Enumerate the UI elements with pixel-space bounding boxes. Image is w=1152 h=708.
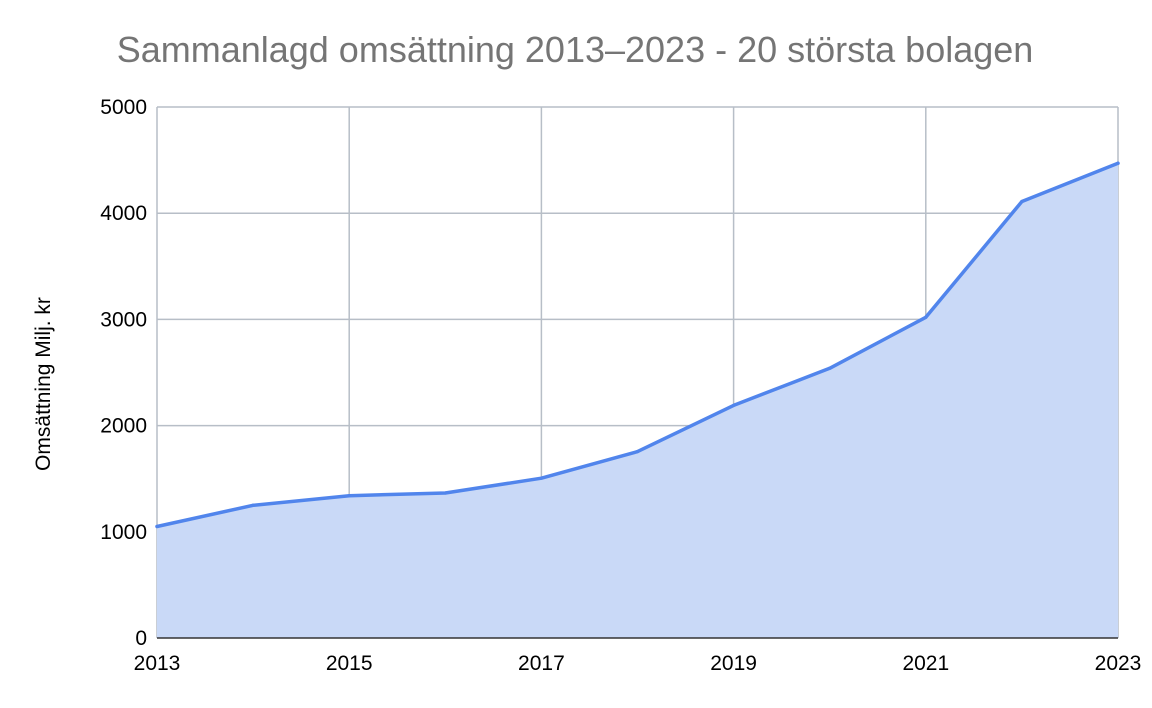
x-tick-label: 2017: [518, 652, 565, 675]
data-point: [347, 494, 351, 498]
x-axis-ticks: 2013 2015 2017 2019 2021 2023: [134, 652, 1142, 675]
data-point: [732, 403, 736, 408]
x-tick-label: 2019: [710, 652, 757, 675]
x-tick-label: 2023: [1095, 652, 1142, 675]
line-layer: [155, 161, 1120, 639]
data-point: [828, 366, 832, 370]
x-tick-label: 2013: [134, 652, 181, 675]
chart-title: Sammanlagd omsättning 2013–2023 - 20 stö…: [117, 29, 1034, 70]
data-point: [251, 503, 255, 507]
y-tick-label: 2000: [100, 415, 147, 438]
series-area-fill: [157, 163, 1118, 639]
x-tick-label: 2021: [902, 652, 949, 675]
data-point: [155, 524, 159, 529]
y-tick-label: 1000: [100, 521, 147, 544]
data-point: [924, 315, 928, 319]
data-point: [635, 450, 640, 454]
y-tick-label: 5000: [100, 96, 147, 119]
y-tick-label: 0: [135, 627, 147, 650]
x-tick-label: 2015: [326, 652, 373, 675]
y-axis-title: Omsättning Milj. kr: [32, 297, 55, 471]
area-layer: [157, 163, 1118, 639]
data-point: [1116, 161, 1120, 165]
data-point: [443, 491, 447, 495]
data-point: [539, 476, 544, 480]
y-axis-ticks: 0 1000 2000 3000 4000 5000: [100, 96, 147, 650]
y-tick-label: 3000: [100, 308, 147, 331]
y-tick-label: 4000: [100, 202, 147, 225]
data-point: [1020, 199, 1024, 204]
